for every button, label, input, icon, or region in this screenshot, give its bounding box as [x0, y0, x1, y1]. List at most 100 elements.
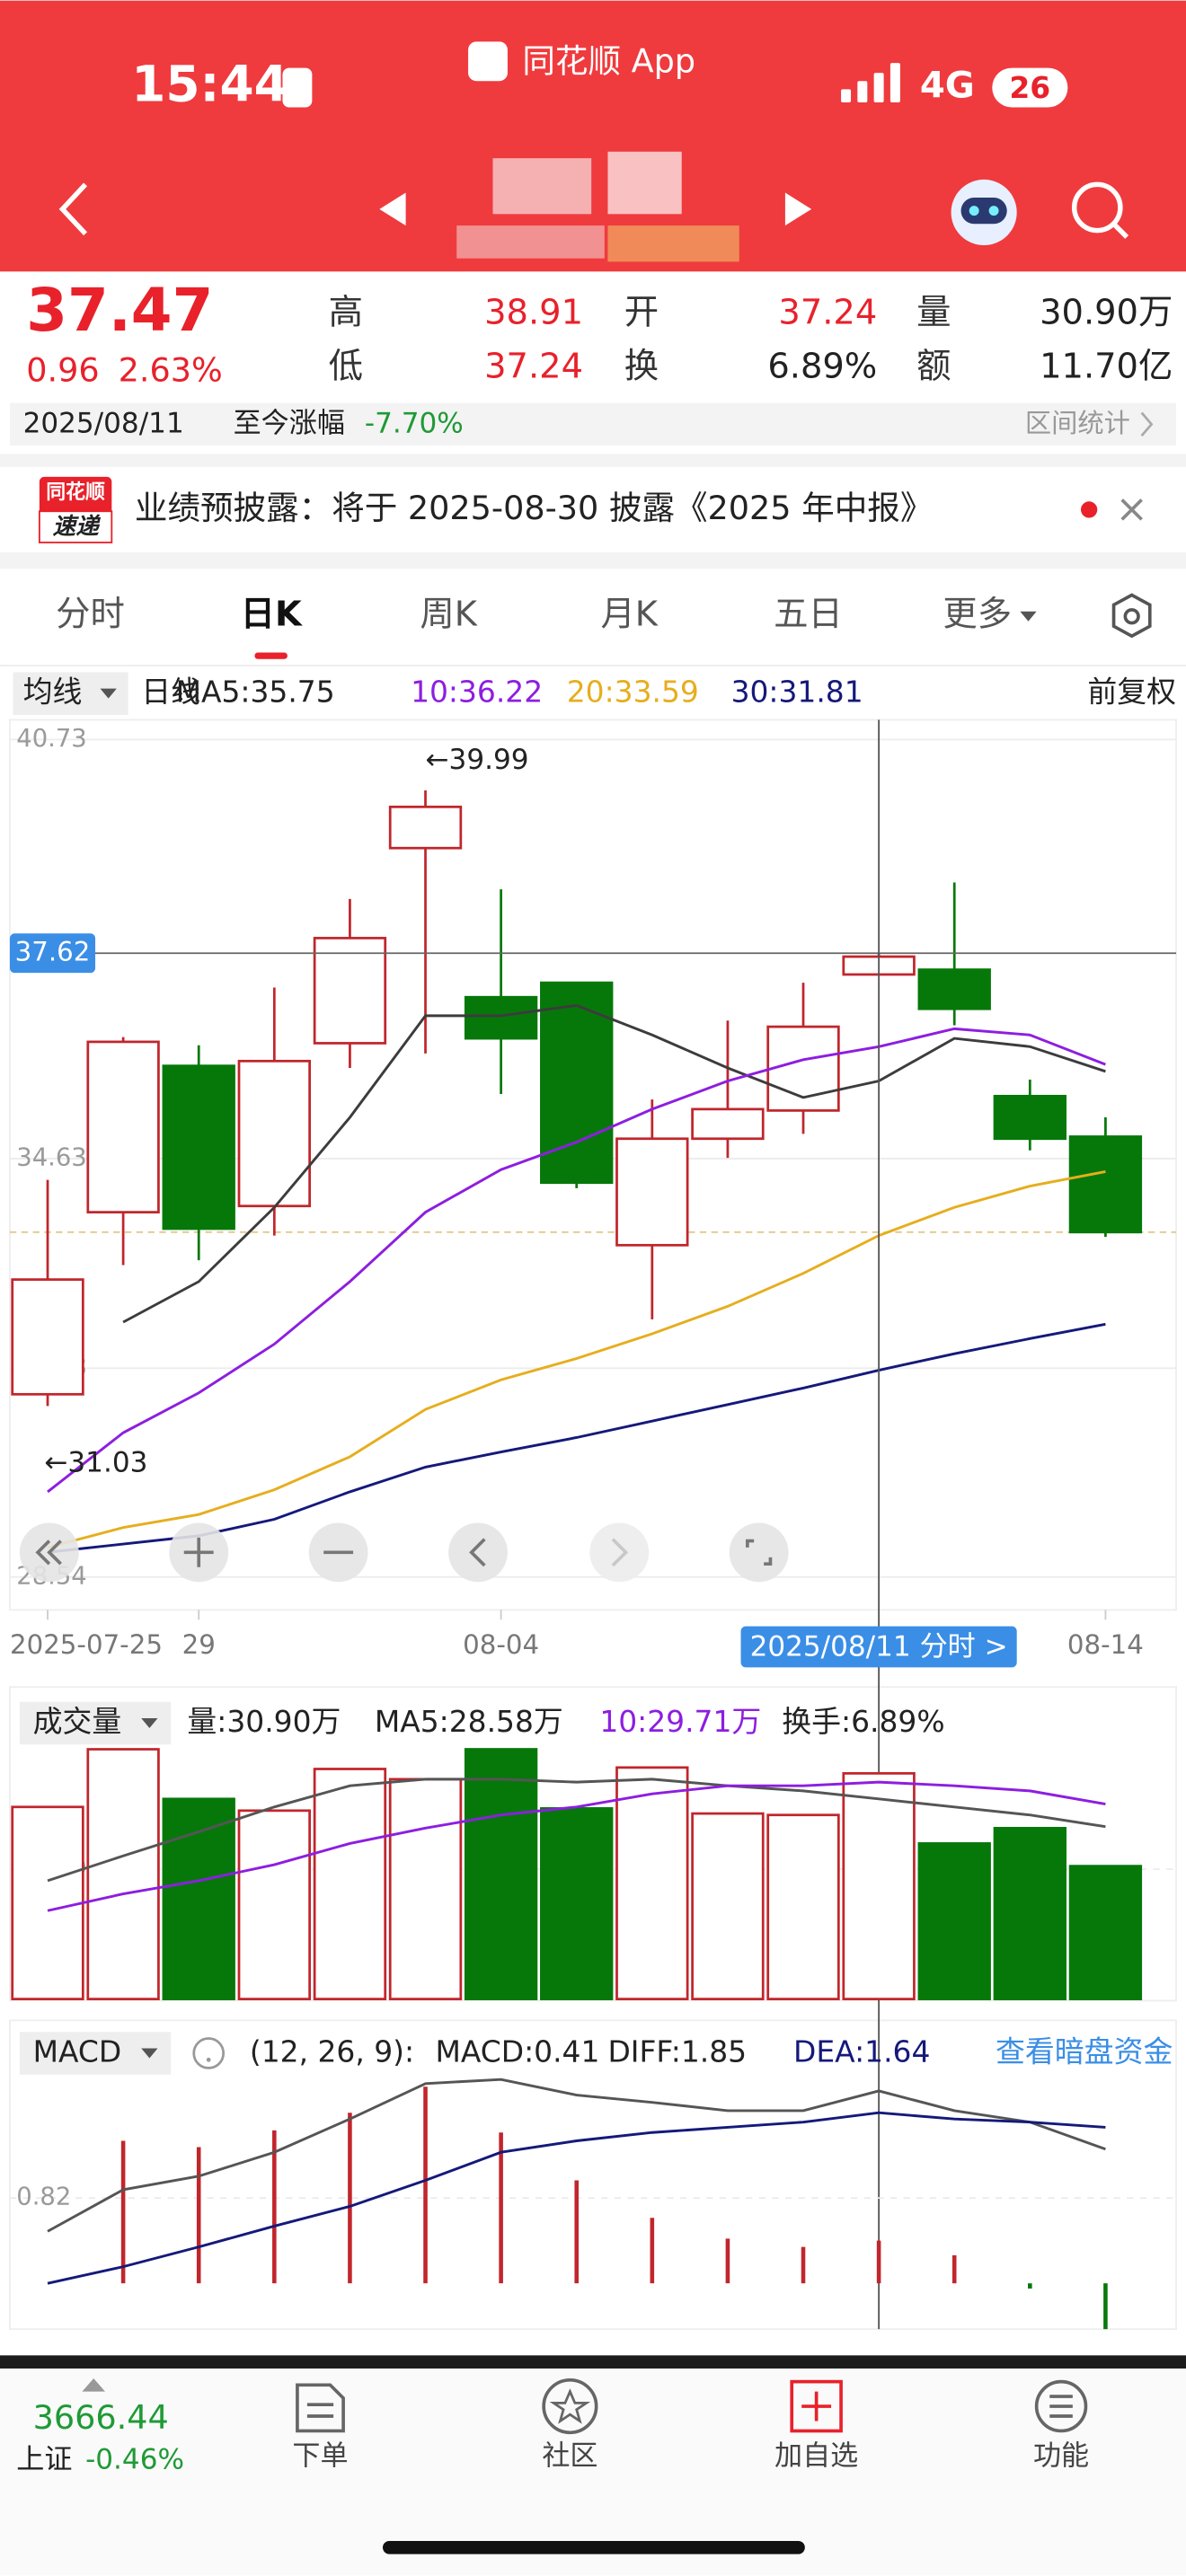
range-row-bg: [9, 402, 1177, 446]
y-tick-label: 0.82: [16, 2183, 71, 2211]
indicator-menu[interactable]: 成交量: [33, 1704, 122, 1739]
tab[interactable]: 周K: [420, 595, 477, 635]
macd-headline: MACD:0.41: [435, 2033, 599, 2069]
unread-dot: [1080, 501, 1098, 518]
chart-tools: [19, 1522, 789, 1583]
macd-line: [47, 2111, 1106, 2285]
assistant-robot[interactable]: [951, 179, 1017, 246]
scroll-left-button[interactable]: [448, 1522, 508, 1583]
volume-bar: [237, 1809, 311, 2001]
stat-label: 额: [916, 347, 951, 387]
tab[interactable]: 分时: [56, 595, 125, 635]
candle-body: [464, 995, 538, 1040]
close-notice[interactable]: [1120, 498, 1143, 521]
community-star: [549, 2388, 591, 2424]
settings-button[interactable]: [1111, 593, 1152, 639]
app-icon: [468, 41, 508, 82]
x-tick-label: 08-14: [1067, 1629, 1144, 1660]
notice-badge-lower: [38, 510, 113, 543]
dropdown-arrow: [1020, 611, 1037, 622]
range-label: 至今涨幅: [234, 407, 345, 439]
index-change: -0.46%: [85, 2443, 184, 2475]
candle-body: [691, 1107, 765, 1141]
change-pct: 2.63%: [119, 350, 223, 389]
kline-panel: [9, 719, 1177, 1611]
legend-item: 20:33.59: [567, 675, 699, 710]
quote-date: 2025/08/11: [23, 407, 184, 439]
help-icon-dot: [206, 2057, 211, 2062]
home-indicator: [382, 2540, 805, 2554]
watchlist-icon: [790, 2379, 843, 2433]
prev-stock[interactable]: [379, 192, 406, 226]
stat-value: 6.89%: [767, 347, 877, 387]
volume-bar: [766, 1813, 840, 2001]
macd-params: (12, 26, 9):: [250, 2033, 414, 2069]
bottom-divider: [0, 2355, 1186, 2369]
index-expand[interactable]: [82, 2378, 106, 2392]
fullscreen-button[interactable]: [729, 1522, 789, 1583]
search-button[interactable]: [1071, 181, 1129, 239]
y-tick-label: 40.73: [16, 725, 86, 753]
nav-item[interactable]: 加自选: [774, 2440, 858, 2473]
candle-body: [917, 968, 991, 1010]
volume-bar: [615, 1766, 689, 2001]
volume-bar: [1068, 1865, 1143, 2001]
volume-bar: [11, 1805, 84, 2001]
separator: [0, 551, 1186, 569]
crosshair-date-bg[interactable]: [740, 1626, 1017, 1668]
nav-item[interactable]: 下单: [292, 2440, 348, 2473]
candle-body: [388, 805, 463, 850]
tab[interactable]: 日K: [241, 595, 303, 635]
menu-lines: [1049, 2395, 1073, 2418]
nav-item[interactable]: 社区: [542, 2440, 597, 2473]
next-stock[interactable]: [784, 192, 812, 226]
menu-icon: [1034, 2379, 1088, 2433]
macd-panel: [9, 2019, 1177, 2331]
notice-text[interactable]: 业绩预披露：将于 2025-08-30 披露《2025 年中报》: [135, 489, 933, 527]
legend-item: 10:36.22: [411, 675, 543, 710]
tab[interactable]: 月K: [600, 595, 658, 635]
indicator-menu[interactable]: 均线: [23, 675, 83, 710]
dropdown-arrow: [100, 688, 117, 699]
crosshair-date[interactable]: 2025/08/11 分时 >: [750, 1630, 1008, 1663]
tab-underline: [254, 652, 288, 659]
volume-bar: [540, 1807, 614, 2001]
volume-bar: [691, 1812, 765, 2001]
nav-item[interactable]: 功能: [1033, 2440, 1089, 2473]
index-value: 3666.44: [33, 2398, 169, 2437]
ma-line: [47, 1027, 1106, 1494]
watchlist-plus: [801, 2391, 832, 2422]
help-icon[interactable]: [192, 2037, 226, 2069]
badge-bottom: 速递: [53, 514, 102, 541]
community-icon: [542, 2378, 598, 2435]
legend-item: 10:29.71万: [599, 1704, 761, 1739]
price: 37.47: [26, 276, 213, 345]
legend-item: MA5:28.58万: [375, 1704, 563, 1739]
nav-icons: [296, 2378, 1088, 2435]
range-stats[interactable]: 区间统计: [1025, 408, 1130, 438]
index-name: 上证: [16, 2443, 72, 2475]
adjust[interactable]: 前复权: [1087, 675, 1176, 710]
ma-line: [47, 1170, 1106, 1549]
high-annotation: ←39.99: [426, 744, 529, 776]
scroll-right-icon: [611, 1538, 629, 1567]
legend-item: 30:31.81: [731, 675, 863, 710]
volume-bar: [388, 1778, 463, 2001]
tab[interactable]: 五日: [774, 595, 843, 635]
battery-level: 26: [1009, 70, 1050, 105]
scroll-right-button[interactable]: [589, 1522, 650, 1583]
tab[interactable]: 更多: [943, 595, 1012, 635]
candle-body: [162, 1064, 235, 1231]
stat-value: 30.90万: [1040, 292, 1173, 332]
dropdown-arrow: [141, 1718, 158, 1728]
volume-bar: [313, 1768, 387, 2001]
y-tick-label: 34.63: [16, 1143, 86, 1171]
dark-pool-link[interactable]: 查看暗盘资金: [996, 2033, 1173, 2069]
low-annotation: ←31.03: [44, 1446, 147, 1478]
network: 4G: [920, 66, 975, 107]
indicator-menu[interactable]: MACD: [33, 2033, 122, 2069]
back-button[interactable]: [58, 182, 88, 236]
stat-value: 37.24: [778, 292, 877, 332]
